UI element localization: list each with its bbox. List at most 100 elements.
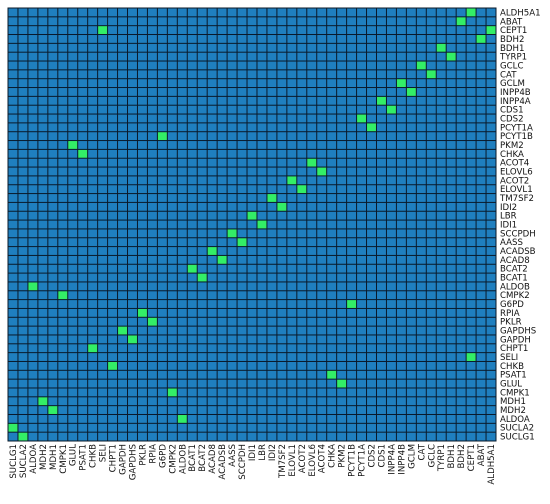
heatmap-cell	[137, 194, 147, 202]
heatmap-cell	[187, 8, 197, 17]
y-tick-label: PKLR	[500, 318, 522, 328]
heatmap-cell	[38, 317, 48, 326]
heatmap-cell	[347, 273, 357, 282]
heatmap-cell	[28, 361, 38, 370]
heatmap-cell	[466, 105, 476, 114]
heatmap-cell	[297, 406, 307, 414]
heatmap-cell	[337, 423, 347, 432]
heatmap-cell	[78, 273, 88, 282]
heatmap-cell	[137, 52, 147, 61]
heatmap-cell	[446, 8, 456, 17]
heatmap-cell	[207, 291, 217, 300]
heatmap-cell	[347, 35, 357, 43]
heatmap-cell	[486, 17, 496, 26]
heatmap-cell	[357, 141, 367, 149]
heatmap-cell	[446, 264, 456, 273]
heatmap-cell	[396, 211, 406, 220]
heatmap-cell	[297, 123, 307, 132]
heatmap-cell	[48, 105, 58, 114]
heatmap-cell	[247, 35, 257, 43]
heatmap-cell	[287, 317, 297, 326]
heatmap-cell-paired	[128, 335, 137, 344]
heatmap-cell	[8, 264, 18, 273]
heatmap-cell	[137, 379, 147, 388]
heatmap-cell	[78, 264, 88, 273]
heatmap-cell	[118, 344, 128, 353]
heatmap-cell	[128, 79, 137, 88]
heatmap-cell	[38, 52, 48, 61]
heatmap-cell	[386, 317, 396, 326]
heatmap-cell	[386, 176, 396, 185]
x-tick-label: CHKA	[328, 444, 338, 468]
heatmap-cell	[267, 114, 277, 123]
heatmap-cell	[446, 176, 456, 185]
heatmap-cell	[436, 379, 446, 388]
heatmap-cell	[446, 308, 456, 317]
heatmap-cell	[386, 194, 396, 202]
heatmap-cell	[227, 353, 237, 361]
heatmap-cell	[38, 344, 48, 353]
heatmap-cell	[58, 52, 68, 61]
heatmap-cell	[38, 255, 48, 264]
heatmap-cell	[456, 167, 466, 176]
heatmap-cell-paired	[446, 52, 456, 61]
heatmap-cell	[108, 114, 118, 123]
heatmap-cell	[187, 353, 197, 361]
heatmap-cell	[466, 317, 476, 326]
heatmap-cell	[277, 388, 287, 397]
heatmap-cell	[78, 344, 88, 353]
heatmap-cell	[337, 211, 347, 220]
heatmap-cell	[177, 132, 187, 141]
heatmap-cell	[396, 326, 406, 335]
heatmap-cell	[297, 211, 307, 220]
heatmap-cell	[446, 194, 456, 202]
heatmap-cell	[128, 70, 137, 79]
heatmap-cell	[416, 185, 426, 194]
heatmap-cell	[157, 300, 167, 308]
heatmap-cell	[327, 432, 337, 441]
heatmap-cell	[386, 247, 396, 255]
heatmap-cell	[38, 158, 48, 167]
heatmap-cell	[396, 273, 406, 282]
heatmap-cell	[317, 255, 327, 264]
heatmap-cell	[287, 123, 297, 132]
heatmap-cell	[436, 158, 446, 167]
heatmap-cell	[48, 43, 58, 52]
heatmap-cell	[78, 282, 88, 291]
heatmap-cell	[267, 185, 277, 194]
heatmap-cell	[78, 308, 88, 317]
heatmap-cell	[28, 70, 38, 79]
heatmap-cell	[108, 52, 118, 61]
heatmap-cell	[177, 264, 187, 273]
heatmap-cell	[38, 141, 48, 149]
heatmap-cell	[167, 202, 177, 211]
heatmap-cell	[247, 132, 257, 141]
heatmap-cell	[396, 8, 406, 17]
heatmap-cell	[456, 123, 466, 132]
heatmap-cell	[406, 211, 416, 220]
y-tick-label: GAPDH	[500, 335, 531, 345]
x-tick-label: GAPDH	[119, 444, 129, 475]
heatmap-cell	[247, 397, 257, 406]
heatmap-cell	[297, 370, 307, 379]
heatmap-cell	[78, 96, 88, 105]
heatmap-cell	[167, 70, 177, 79]
heatmap-cell	[476, 194, 486, 202]
heatmap-cell	[337, 158, 347, 167]
heatmap-cell	[38, 202, 48, 211]
heatmap-cell	[28, 229, 38, 238]
heatmap-cell	[247, 141, 257, 149]
heatmap-cell	[327, 88, 337, 96]
heatmap-cell	[347, 167, 357, 176]
heatmap-cell	[237, 432, 247, 441]
heatmap-cell	[128, 370, 137, 379]
heatmap-cell	[167, 141, 177, 149]
heatmap-cell	[456, 229, 466, 238]
heatmap-cell	[396, 423, 406, 432]
heatmap-cell	[147, 335, 157, 344]
heatmap-cell	[476, 114, 486, 123]
heatmap-cell	[416, 238, 426, 247]
heatmap-cell	[28, 17, 38, 26]
heatmap-cell	[386, 229, 396, 238]
heatmap-cell-paired	[466, 353, 476, 361]
